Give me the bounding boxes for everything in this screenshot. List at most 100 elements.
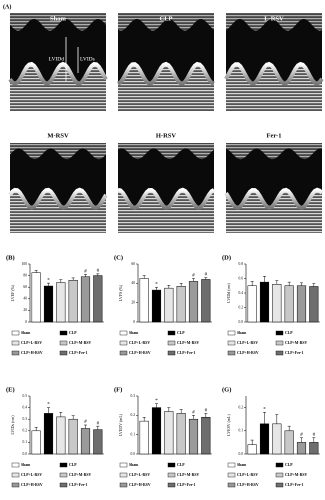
error-bar — [34, 270, 38, 273]
y-tick-label: 0.4 — [239, 291, 244, 295]
echo-top — [226, 143, 322, 160]
echo-top — [226, 13, 322, 31]
error-bar — [47, 282, 50, 287]
legend-swatch — [59, 462, 68, 468]
legend-label: CLP — [177, 331, 185, 335]
legend-label: CLP — [177, 463, 185, 467]
y-axis-label: LVFS (%) — [118, 284, 123, 301]
legend-swatch — [11, 472, 20, 478]
error-bar — [167, 407, 171, 412]
legend-label: CLP+M-RSV — [285, 341, 307, 345]
y-tick-label: 0.5 — [23, 394, 28, 398]
bar — [176, 285, 186, 323]
bar — [201, 417, 211, 455]
annotation: # — [97, 269, 100, 274]
bar — [151, 289, 162, 323]
legend-swatch — [119, 462, 128, 468]
y-tick-label: 0.3 — [131, 394, 136, 398]
error-bar — [71, 415, 75, 420]
error-bar — [84, 424, 87, 429]
echo-image: L-RSV — [224, 13, 324, 111]
legend-label: CLP — [285, 331, 293, 335]
legend-label: CLP+Fer-1 — [69, 483, 88, 487]
annotation: * — [155, 282, 158, 287]
bar — [164, 411, 174, 455]
legend-label: CLP+L-RSV — [237, 341, 258, 345]
legend-swatch — [275, 350, 284, 356]
echo-image: CLP — [117, 13, 215, 111]
error-bar — [84, 274, 87, 277]
bar — [259, 281, 270, 323]
legend-swatch — [11, 350, 20, 356]
echo-image: Fer-1 — [224, 132, 324, 233]
error-bar — [34, 427, 38, 431]
legend-label: CLP+H-RSV — [237, 483, 259, 487]
error-bar — [263, 411, 266, 424]
image-label: L-RSV — [264, 15, 284, 22]
error-bar — [155, 403, 158, 408]
error-bar — [155, 286, 158, 291]
bar — [68, 279, 78, 323]
echo-wall — [8, 187, 108, 210]
legend-swatch — [11, 340, 20, 346]
bar — [176, 413, 186, 455]
annotation: # — [205, 273, 208, 278]
legend-label: CLP+L-RSV — [21, 341, 42, 345]
echo-image: H-RSV — [117, 132, 216, 233]
legend-swatch — [59, 340, 68, 346]
legend-swatch — [167, 340, 176, 346]
bar — [284, 430, 294, 455]
y-tick-label: 40 — [23, 297, 27, 301]
legend-label: CLP+L-RSV — [21, 473, 42, 477]
bar — [201, 279, 211, 323]
y-tick-label: 20 — [23, 308, 27, 312]
legend-swatch — [227, 350, 236, 356]
annotation: * — [155, 399, 158, 404]
y-axis-label: LVIDd (cm) — [226, 282, 231, 302]
error-bar — [300, 282, 303, 286]
error-bar — [275, 414, 279, 424]
y-tick-label: 60 — [23, 285, 27, 289]
y-tick-label: 0.2 — [23, 429, 28, 433]
panel-label: (F) — [114, 386, 122, 393]
annotation: * — [47, 403, 50, 408]
echo-wall — [224, 61, 324, 86]
legend-label: CLP+Fer-1 — [69, 351, 88, 355]
legend-swatch — [227, 462, 236, 468]
bar — [31, 272, 41, 323]
legend-swatch — [227, 340, 236, 346]
legend-label: CLP+L-RSV — [129, 473, 150, 477]
error-bar — [167, 285, 171, 289]
legend-swatch — [119, 350, 128, 356]
legend-label: CLP+Fer-1 — [285, 351, 304, 355]
echo-image: Sham LVIDd LVIDs — [8, 13, 108, 111]
bar — [188, 418, 199, 455]
legend-swatch — [227, 482, 236, 488]
error-bar — [59, 279, 63, 283]
legend-label: CLP+H-RSV — [21, 483, 43, 487]
echo-wall — [117, 187, 216, 210]
legend-label: CLP+H-RSV — [129, 483, 151, 487]
echo-bottom — [226, 63, 322, 111]
image-label: M-RSV — [47, 132, 69, 139]
error-bar — [204, 413, 208, 418]
legend-swatch — [227, 330, 236, 336]
legend-label: Sham — [237, 331, 247, 335]
error-bar — [312, 437, 316, 443]
image-label: Fer-1 — [267, 132, 282, 139]
legend-swatch — [167, 350, 176, 356]
echo-wall — [224, 187, 324, 210]
echo-top — [10, 143, 106, 160]
bar — [309, 442, 319, 455]
bar — [151, 407, 162, 455]
legend-label: CLP+M-RSV — [177, 341, 199, 345]
y-tick-label: 0 — [133, 320, 135, 324]
annotation: # — [300, 433, 303, 438]
annotation: * — [263, 407, 266, 412]
legend-swatch — [11, 462, 20, 468]
y-tick-label: 0 — [25, 320, 27, 324]
legend-swatch — [11, 482, 20, 488]
marker-label: LVIDs — [80, 56, 95, 62]
error-bar — [250, 281, 254, 286]
